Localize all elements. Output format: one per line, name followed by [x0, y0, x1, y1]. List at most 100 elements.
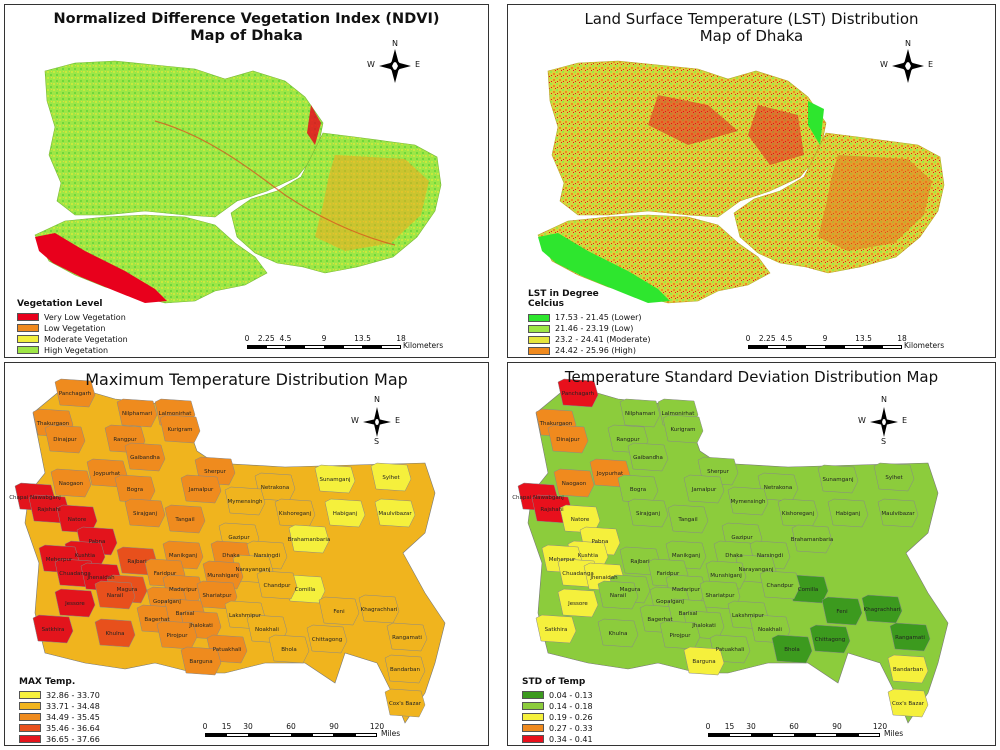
district-region — [54, 588, 96, 618]
district-label: Netrakona — [261, 485, 290, 491]
legend-row: 0.19 - 0.26 — [522, 712, 593, 722]
district-label: Lalmonirhat — [662, 411, 696, 417]
max-compass: N W E S — [349, 395, 405, 446]
lst-title-line2: Map of Dhaka — [699, 27, 804, 46]
legend-row: Low Vegetation — [17, 323, 128, 333]
legend-row: 0.27 - 0.33 — [522, 723, 593, 733]
district-label: Naogaon — [562, 481, 587, 487]
district-region — [809, 624, 851, 654]
district-label: Natore — [68, 517, 87, 523]
std-legend-title: STD of Temp — [522, 677, 586, 687]
district-label: Khagrachhari — [864, 607, 901, 613]
compass-w: W — [858, 416, 866, 425]
district-label: Rajbari — [127, 559, 147, 565]
district-label: Narsingdi — [254, 553, 281, 559]
district-label: Joypurhat — [596, 471, 624, 477]
district-label: Munshiganj — [207, 573, 239, 579]
district-region — [159, 414, 201, 444]
legend-swatch — [522, 713, 544, 722]
legend-label: 24.42 - 25.96 (High) — [555, 346, 636, 356]
legend-swatch — [17, 313, 39, 322]
legend-row: 23.2 - 24.41 (Moderate) — [528, 335, 656, 345]
legend-row: 35.46 - 36.64 — [19, 723, 100, 733]
district-label: Narail — [107, 593, 124, 599]
district-region — [887, 654, 929, 684]
district-region — [887, 688, 929, 718]
scale-tick-label: 30 — [243, 722, 253, 731]
district-region — [274, 498, 316, 528]
district-label: Comilla — [295, 587, 316, 593]
legend-label: 21.46 - 23.19 (Low) — [555, 324, 634, 334]
max-temp-map-panel: Panchagarh Thakurgaon Nilphamari Lalmonirha… — [4, 362, 489, 746]
district-label: Bandarban — [390, 667, 421, 673]
district-label: Sherpur — [204, 469, 227, 475]
ndvi-map-panel: Normalized Difference Vegetation Index (… — [4, 4, 489, 358]
scale-tick-label: 0 — [244, 334, 250, 343]
legend-row: 24.42 - 25.96 (High) — [528, 346, 656, 356]
legend-swatch — [528, 346, 550, 355]
compass-w: W — [367, 60, 375, 69]
district-label: Patuakhali — [213, 647, 242, 653]
district-label: Pabna — [592, 539, 609, 545]
lst-region-north — [547, 60, 827, 218]
ndvi-legend-rows: Very Low Vegetation Low Vegetation Moderat… — [17, 312, 128, 357]
north-arrow-icon — [379, 49, 411, 83]
ndvi-title-line2: Map of Dhaka — [190, 27, 303, 44]
legend-swatch — [522, 724, 544, 733]
legend-swatch — [19, 691, 41, 700]
district-label: Thakurgaon — [539, 421, 573, 427]
district-label: Cox's Bazar — [892, 701, 925, 707]
lst-region-east-hot — [818, 155, 932, 251]
legend-row: 0.04 - 0.13 — [522, 690, 593, 700]
compass-n: N — [374, 395, 380, 404]
district-label: Bogra — [630, 487, 646, 493]
district-label: Chuadanga — [562, 571, 593, 577]
district-region — [557, 378, 599, 408]
legend-label: Moderate Vegetation — [44, 334, 128, 344]
district-region — [32, 614, 74, 644]
legend-swatch — [17, 335, 39, 344]
legend-swatch — [17, 324, 39, 333]
district-label: Tangail — [174, 517, 195, 523]
district-region — [683, 474, 725, 504]
district-label: Khulna — [106, 631, 125, 637]
compass-s: S — [374, 437, 380, 446]
district-region — [256, 570, 298, 600]
legend-label: 23.2 - 24.41 (Moderate) — [555, 335, 651, 345]
district-label: Dinajpur — [556, 437, 580, 443]
district-region — [627, 442, 669, 472]
district-label: Kurigram — [670, 427, 695, 433]
legend-row: 34.49 - 35.45 — [19, 712, 100, 722]
std-scale-bar: 0 15 30 60 90 120 Miles — [706, 722, 904, 738]
district-region — [94, 580, 136, 610]
district-label: Khulna — [609, 631, 628, 637]
scale-tick-label: 0 — [745, 334, 751, 343]
district-label: Gopalganj — [656, 599, 684, 605]
district-label: Madaripur — [672, 587, 701, 593]
district-label: Patuakhali — [716, 647, 745, 653]
district-label: Jhenaidah — [86, 575, 115, 581]
legend-row: 25.97 - 33.93 (Very High) — [528, 357, 656, 358]
legend-swatch — [17, 346, 39, 355]
legend-row: Moderate Vegetation — [17, 334, 128, 344]
district-label: Barguna — [692, 659, 715, 665]
district-region — [124, 498, 166, 528]
district-label: Meherpur — [549, 557, 576, 563]
compass-w: W — [880, 60, 888, 69]
lst-scale-ticks: 0 2.25 4.5 9 13.5 18 — [745, 334, 907, 344]
district-label: Sirajganj — [133, 511, 158, 517]
lst-map-panel: Land Surface Temperature (LST) Distribut… — [507, 4, 996, 358]
compass-n: N — [881, 395, 887, 404]
district-label: Brahamanbaria — [791, 537, 834, 543]
district-label: Jessore — [567, 601, 588, 607]
scale-tick-label: 2.25 — [758, 334, 776, 343]
legend-label: 34.49 - 35.45 — [46, 712, 100, 722]
scale-tick-label: 0 — [705, 722, 711, 731]
lst-compass: N W E — [880, 39, 936, 89]
scale-tick-label: 18 — [897, 334, 907, 343]
district-label: Pabna — [89, 539, 106, 545]
district-region — [873, 462, 915, 492]
legend-label: 33.71 - 34.48 — [46, 701, 100, 711]
district-label: Barisal — [679, 611, 698, 617]
district-label: Gazipur — [731, 535, 753, 541]
